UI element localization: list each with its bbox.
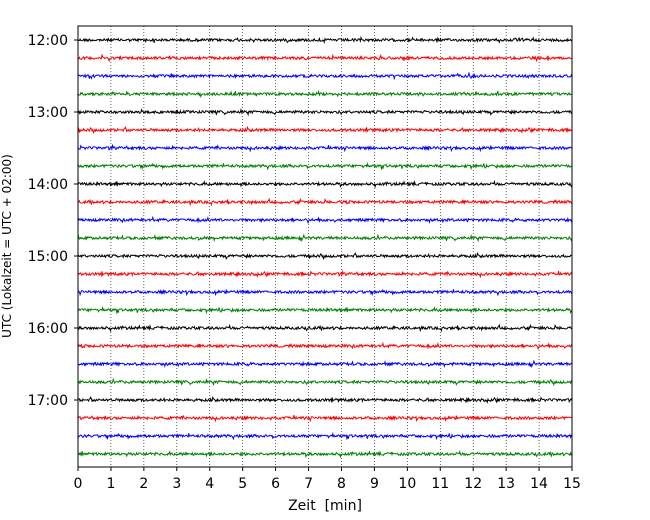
x-tick-label: 12: [464, 476, 482, 492]
x-tick-label: 6: [271, 476, 280, 492]
x-tick-label: 10: [398, 476, 416, 492]
y-axis-ticks: 12:00 13:00 14:00 15:00 16:00 17:00: [28, 33, 78, 409]
trace-line: [77, 71, 573, 81]
x-tick-label: 1: [106, 476, 115, 492]
trace-line: [77, 305, 573, 315]
y-tick-label: 12:00: [28, 33, 68, 49]
trace-line: [77, 215, 573, 225]
x-tick-label: 15: [563, 476, 581, 492]
trace-line: [77, 233, 573, 243]
trace-line: [77, 197, 573, 207]
traces: [77, 35, 573, 459]
x-tick-label: 8: [337, 476, 346, 492]
x-tick-label: 7: [304, 476, 313, 492]
trace-line: [77, 161, 573, 171]
y-axis-title: UTC (Lokalzeit = UTC + 02:00): [0, 154, 14, 338]
trace-line: [77, 449, 573, 459]
plot-frame: [77, 25, 573, 468]
x-tick-label: 3: [172, 476, 181, 492]
y-tick-label: 16:00: [28, 321, 68, 337]
trace-line: [77, 341, 573, 351]
x-axis-title: Zeit [min]: [288, 498, 362, 514]
trace-line: [77, 125, 573, 135]
trace-line: [77, 107, 573, 117]
y-tick-label: 17:00: [28, 393, 68, 409]
trace-line: [77, 288, 573, 297]
x-tick-label: 14: [530, 476, 548, 492]
trace-line: [77, 431, 573, 441]
trace-line: [77, 359, 573, 369]
x-tick-label: 11: [431, 476, 449, 492]
y-tick-label: 15:00: [28, 249, 68, 265]
y-tick-label: 13:00: [28, 105, 68, 121]
x-tick-label: 13: [497, 476, 515, 492]
trace-line: [77, 414, 573, 423]
x-tick-label: 0: [74, 476, 83, 492]
x-axis-ticks: 0 1 2 3 4 5 6 7 8 9 10 11 12 13 14 15: [74, 467, 581, 492]
x-tick-label: 4: [205, 476, 214, 492]
trace-line: [77, 179, 573, 189]
y-tick-label: 14:00: [28, 177, 68, 193]
trace-line: [77, 377, 573, 387]
x-tick-label: 2: [139, 476, 148, 492]
trace-line: [77, 143, 573, 153]
x-tick-label: 5: [238, 476, 247, 492]
trace-line: [77, 395, 573, 404]
trace-line: [77, 35, 572, 44]
trace-line: [77, 89, 573, 99]
trace-line: [77, 323, 573, 333]
x-tick-label: 9: [370, 476, 379, 492]
trace-line: [77, 251, 573, 261]
trace-line: [77, 53, 573, 63]
trace-line: [77, 269, 573, 279]
